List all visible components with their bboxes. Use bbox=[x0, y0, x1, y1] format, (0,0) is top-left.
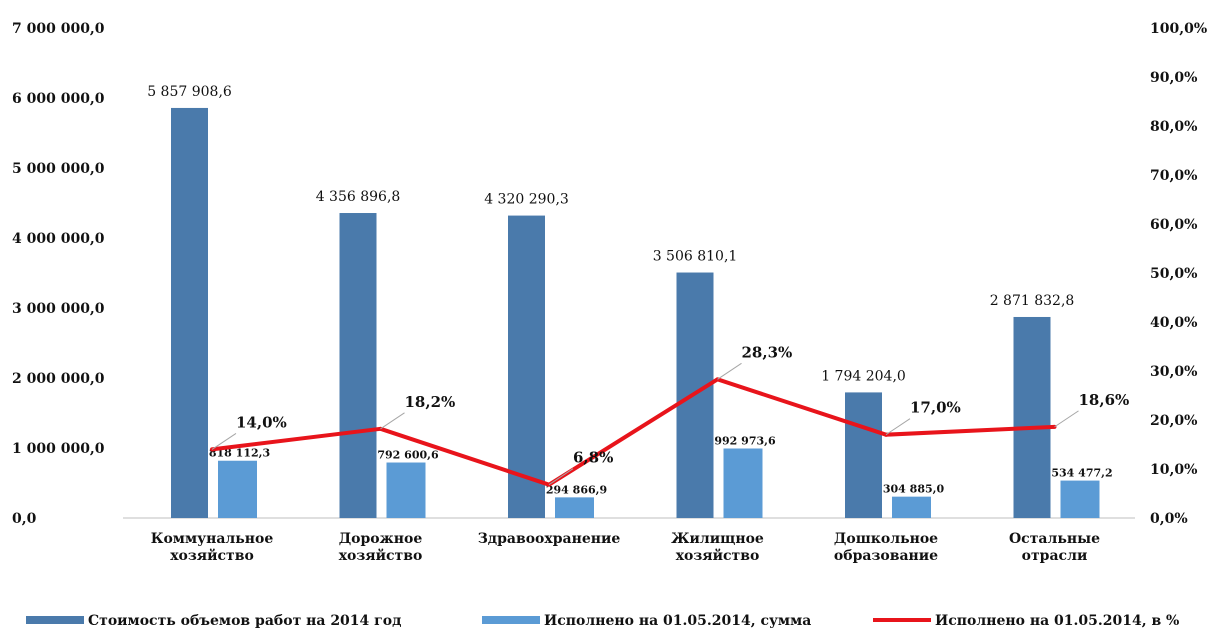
y-right-tick-label: 20,0% bbox=[1150, 413, 1197, 429]
y-right-tick-label: 50,0% bbox=[1150, 266, 1197, 282]
bars bbox=[123, 107, 1135, 519]
bar-labels: 5 857 908,6 818 112,3 4 356 896,8 792 600,6… bbox=[147, 84, 1112, 496]
legend-swatch bbox=[482, 616, 540, 624]
y-left-tick-label: 1 000 000,0 bbox=[12, 441, 105, 457]
bar-ispolneno-summa bbox=[1060, 480, 1100, 518]
y-left-tick-label: 0,0 bbox=[12, 511, 37, 527]
bar-ispolneno-summa-label: 792 600,6 bbox=[377, 449, 439, 462]
y-right-tick-label: 80,0% bbox=[1150, 119, 1197, 135]
bar-stoimost-label: 5 857 908,6 bbox=[147, 84, 232, 100]
line-percent-label: 28,3% bbox=[742, 343, 793, 361]
legend-label: Исполнено на 01.05.2014, сумма bbox=[544, 613, 811, 629]
bar-ispolneno-summa bbox=[555, 497, 594, 518]
bar-stoimost bbox=[845, 392, 882, 518]
leader-line bbox=[1054, 410, 1079, 428]
bar-ispolneno-summa bbox=[892, 496, 931, 518]
bar-stoimost bbox=[508, 215, 545, 518]
x-axis: КоммунальноехозяйствоДорожноехозяйствоЗд… bbox=[151, 531, 1100, 564]
line-percent-label: 18,6% bbox=[1079, 391, 1130, 409]
y-right-tick-label: 10,0% bbox=[1150, 462, 1197, 478]
bar-stoimost bbox=[1013, 316, 1051, 518]
line-percent-label: 17,0% bbox=[910, 399, 961, 417]
leader-line bbox=[211, 432, 237, 450]
bar-stoimost bbox=[171, 107, 208, 518]
bar-ispolneno-summa bbox=[386, 462, 426, 518]
y-left-tick-label: 5 000 000,0 bbox=[12, 161, 105, 177]
bar-stoimost-label: 4 356 896,8 bbox=[316, 189, 401, 205]
bar-ispolneno-summa bbox=[218, 460, 257, 518]
y-right-tick-label: 40,0% bbox=[1150, 315, 1197, 331]
y-right-tick-label: 70,0% bbox=[1150, 168, 1197, 184]
line-percent-label: 18,2% bbox=[405, 393, 456, 411]
bar-ispolneno-summa-label: 992 973,6 bbox=[714, 434, 776, 447]
x-category-label: Жилищное bbox=[671, 531, 764, 547]
line-percent-label: 14,0% bbox=[236, 413, 287, 431]
leader-line bbox=[885, 418, 911, 436]
y-left-tick-label: 3 000 000,0 bbox=[12, 301, 105, 317]
line-series: 14,0% 18,2% 6,8% 28,3% 17,0% 18,6% bbox=[210, 343, 1130, 487]
y-left-tick-label: 6 000 000,0 bbox=[12, 91, 105, 107]
legend-label: Исполнено на 01.05.2014, в % bbox=[935, 613, 1179, 629]
x-category-label: Дорожное bbox=[339, 531, 423, 547]
x-category-label: Коммунальное bbox=[151, 531, 274, 547]
x-category-label: хозяйство bbox=[339, 547, 423, 564]
legend-swatch bbox=[26, 616, 84, 624]
bar-stoimost-label: 1 794 204,0 bbox=[821, 368, 906, 384]
bar-ispolneno-summa-label: 294 866,9 bbox=[546, 483, 607, 496]
bar-stoimost-label: 4 320 290,3 bbox=[484, 192, 569, 208]
bar-ispolneno-summa-label: 818 112,3 bbox=[209, 447, 270, 460]
bar-stoimost-label: 3 506 810,1 bbox=[653, 249, 738, 265]
y-right-tick-label: 0,0% bbox=[1150, 511, 1188, 527]
bar-stoimost-label: 2 871 832,8 bbox=[990, 293, 1075, 309]
y-right-tick-label: 30,0% bbox=[1150, 364, 1197, 380]
bar-ispolneno-summa-label: 534 477,2 bbox=[1051, 467, 1112, 480]
y-axis-right: 0,0% 10,0% 20,0% 30,0% 40,0% 50,0% 60,0% 70,0% 8… bbox=[1150, 21, 1207, 527]
bar-ispolneno-summa bbox=[723, 448, 763, 518]
x-category-label: отрасли bbox=[1022, 548, 1088, 564]
y-left-tick-label: 2 000 000,0 bbox=[12, 371, 105, 387]
x-category-label: Остальные bbox=[1009, 531, 1100, 547]
x-category-label: хозяйство bbox=[676, 547, 760, 564]
x-category-label: Здравоохранение bbox=[478, 531, 621, 547]
leader-line bbox=[380, 412, 405, 430]
y-right-tick-label: 100,0% bbox=[1150, 21, 1207, 37]
y-right-tick-label: 90,0% bbox=[1150, 70, 1197, 86]
y-axis-left: 0,0 1 000 000,0 2 000 000,0 3 000 000,0 4 00… bbox=[12, 21, 105, 527]
y-left-tick-label: 4 000 000,0 bbox=[12, 231, 105, 247]
x-category-label: хозяйство bbox=[170, 547, 254, 564]
x-category-label: образование bbox=[834, 548, 938, 564]
y-left-tick-label: 7 000 000,0 bbox=[12, 21, 105, 37]
x-category-label: Дошкольное bbox=[834, 531, 938, 547]
bar-ispolneno-summa-label: 304 885,0 bbox=[883, 483, 945, 496]
leader-line bbox=[548, 468, 574, 486]
leader-line bbox=[717, 362, 742, 380]
line-percent-label: 6,8% bbox=[573, 449, 613, 467]
bar-stoimost bbox=[339, 213, 377, 519]
legend-label: Стоимость объемов работ на 2014 год bbox=[88, 613, 401, 629]
line-ispolneno-percent bbox=[211, 377, 1055, 487]
y-right-tick-label: 60,0% bbox=[1150, 217, 1197, 233]
legend: Стоимость объемов работ на 2014 год Испол… bbox=[26, 613, 1179, 629]
